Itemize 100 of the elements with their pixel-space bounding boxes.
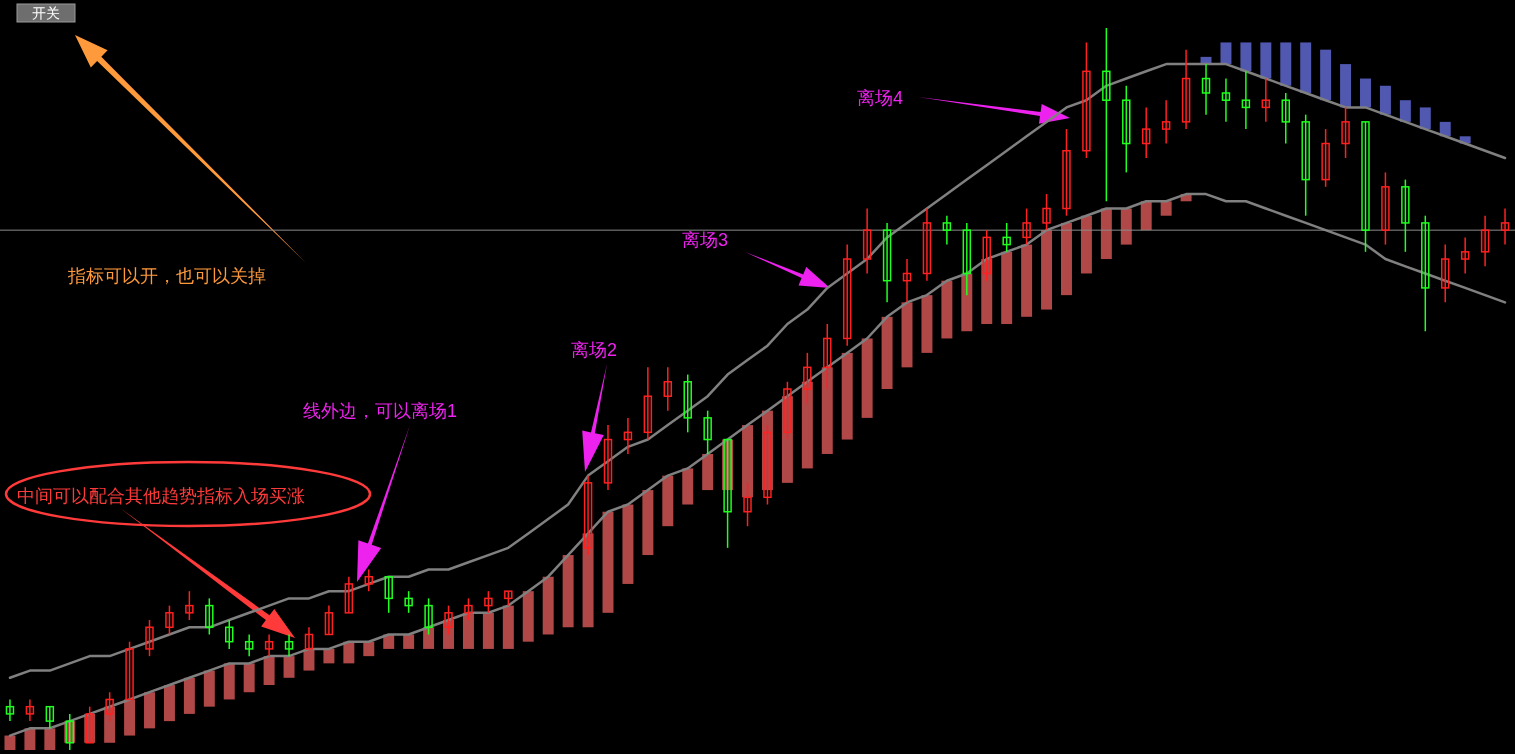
candlestick	[603, 424, 613, 491]
candlestick	[942, 214, 952, 246]
bar	[263, 656, 275, 686]
candlestick	[1460, 236, 1470, 275]
bar	[841, 352, 853, 440]
bar	[742, 425, 754, 498]
candlestick	[1401, 178, 1410, 253]
candlestick	[882, 222, 892, 304]
candlestick	[1361, 121, 1370, 253]
bar	[941, 280, 953, 339]
candlestick	[1161, 99, 1171, 145]
candlestick	[643, 366, 653, 441]
bar	[1120, 208, 1132, 245]
candlestick	[1141, 106, 1151, 159]
bar	[821, 367, 833, 454]
bar	[1340, 64, 1352, 108]
bar	[1021, 244, 1033, 317]
bar	[1240, 42, 1252, 72]
bar	[243, 663, 255, 693]
bar	[1260, 42, 1272, 79]
candlestick	[145, 619, 154, 657]
bar	[861, 338, 873, 418]
candlestick	[344, 575, 354, 614]
candlestick	[284, 633, 294, 657]
bar	[562, 555, 574, 628]
candlestick	[623, 417, 633, 455]
bar	[1300, 42, 1312, 93]
candlestick	[1042, 193, 1051, 231]
candlestick	[5, 698, 15, 722]
candlestick	[1221, 77, 1231, 123]
bar	[1080, 215, 1092, 274]
bar	[44, 728, 56, 750]
candlestick	[1421, 214, 1430, 332]
bar	[662, 475, 674, 527]
bar	[1360, 78, 1371, 108]
annotation: 离场3	[682, 230, 729, 250]
bar	[1419, 107, 1431, 130]
bar	[1220, 42, 1232, 65]
annotation: 离场4	[857, 88, 904, 108]
candlestick	[404, 590, 413, 614]
candlestick	[225, 619, 234, 650]
bar	[323, 648, 335, 664]
bar	[423, 627, 435, 649]
bar	[1399, 100, 1411, 122]
candlestick	[862, 207, 872, 275]
candlestick	[922, 207, 932, 282]
candlestick	[264, 633, 274, 657]
bar	[961, 273, 973, 332]
candlestick	[364, 568, 374, 592]
candlestick	[1102, 27, 1111, 203]
candlestick	[384, 575, 393, 614]
candlestick	[185, 590, 194, 621]
candlestick	[1321, 128, 1330, 188]
candlestick	[663, 366, 673, 412]
text: 开关	[32, 5, 60, 21]
candlestick	[1181, 48, 1191, 130]
candlestick	[1381, 171, 1390, 246]
bar	[682, 468, 694, 505]
bar	[1140, 201, 1152, 231]
bar	[163, 685, 175, 722]
bar	[1100, 208, 1112, 260]
candlestick	[1122, 85, 1131, 174]
candlestick	[683, 373, 692, 434]
annotation: 指标可以开，也可以关掉	[67, 266, 266, 286]
bar	[1001, 251, 1013, 325]
candlestick	[842, 243, 852, 347]
bar	[363, 641, 375, 657]
annotation: 线外边，可以离场1	[303, 401, 458, 421]
bar	[881, 316, 893, 389]
bar	[1439, 121, 1451, 137]
bar	[283, 656, 295, 678]
bar	[1379, 85, 1391, 115]
bar	[1041, 230, 1053, 310]
candlestick	[165, 604, 174, 636]
bar	[1160, 201, 1172, 216]
annotation: 离场2	[571, 340, 618, 360]
bar	[343, 641, 355, 664]
bar	[702, 453, 714, 491]
bar	[4, 735, 16, 750]
candlestick	[1301, 113, 1310, 217]
candlestick	[25, 698, 35, 722]
candlestick	[1281, 92, 1290, 145]
bar	[183, 677, 195, 714]
candlestick	[205, 597, 214, 636]
bar	[1280, 42, 1292, 86]
bar	[801, 381, 813, 469]
bar	[582, 533, 594, 628]
bar	[602, 511, 614, 613]
bar	[303, 648, 315, 671]
bar	[482, 612, 494, 649]
bar	[203, 670, 215, 707]
bar	[921, 295, 933, 353]
bar	[502, 605, 514, 649]
bar	[1320, 49, 1332, 101]
candlestick	[1480, 214, 1490, 268]
bar	[403, 634, 415, 649]
bar	[462, 612, 474, 649]
bar	[1061, 222, 1072, 296]
bar	[124, 699, 136, 736]
bar	[144, 692, 155, 729]
